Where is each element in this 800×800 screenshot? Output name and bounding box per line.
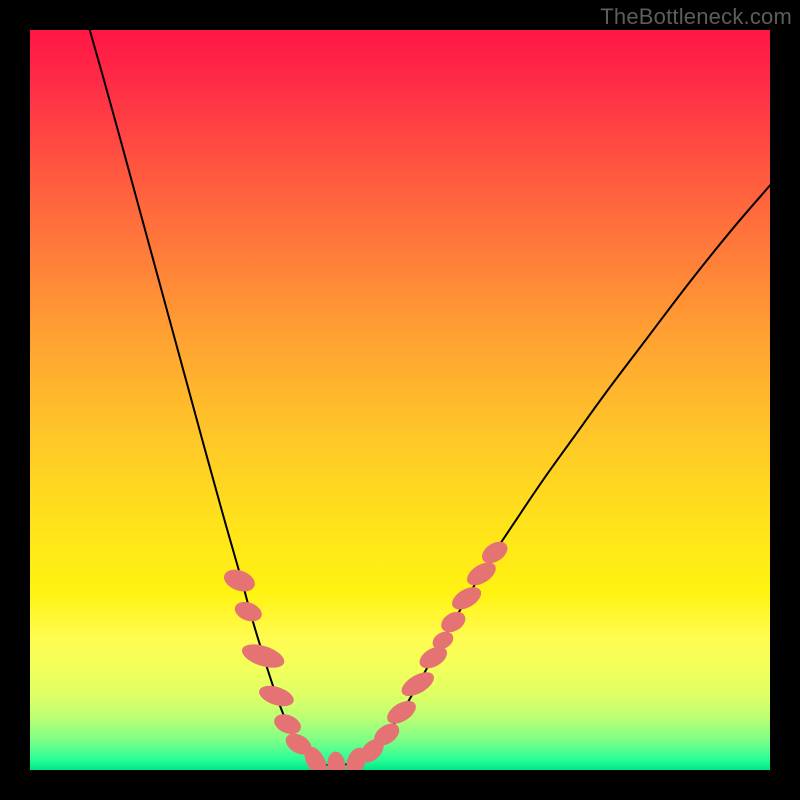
curve-marker <box>398 667 438 701</box>
curve-marker <box>448 583 485 615</box>
curve-marker <box>232 598 264 624</box>
curve-marker <box>463 558 500 590</box>
curve-marker <box>383 696 420 728</box>
curve-marker <box>271 711 304 738</box>
plot-svg <box>30 30 770 770</box>
chart-container: TheBottleneck.com <box>0 0 800 800</box>
curve-marker <box>239 640 287 673</box>
plot-area <box>30 30 770 770</box>
curve-marker <box>257 682 297 710</box>
curve-marker <box>438 608 470 637</box>
curve-marker <box>478 537 511 567</box>
watermark-text: TheBottleneck.com <box>600 4 792 30</box>
curve-marker <box>326 751 346 770</box>
